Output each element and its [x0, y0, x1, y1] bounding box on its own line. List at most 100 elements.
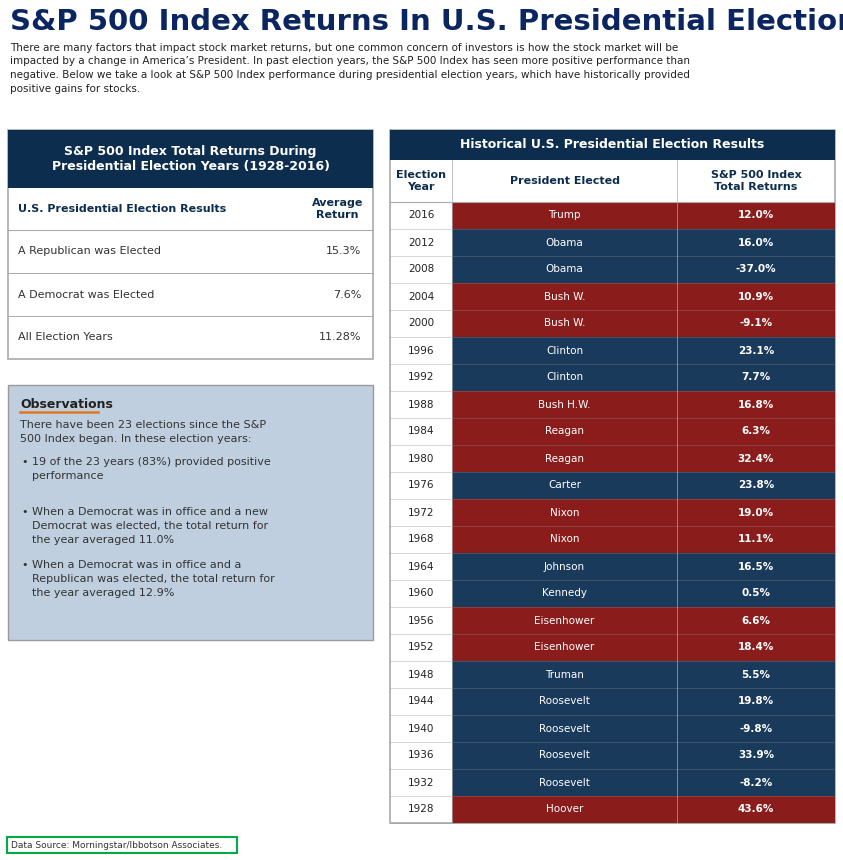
Text: 1940: 1940: [408, 723, 434, 734]
Text: All Election Years: All Election Years: [18, 333, 113, 342]
Text: Reagan: Reagan: [545, 453, 584, 464]
Text: 1956: 1956: [408, 616, 434, 625]
Text: A Republican was Elected: A Republican was Elected: [18, 247, 161, 256]
FancyBboxPatch shape: [8, 130, 373, 188]
Text: 1972: 1972: [408, 507, 434, 518]
FancyBboxPatch shape: [452, 202, 835, 229]
Text: •: •: [21, 507, 28, 517]
Text: Johnson: Johnson: [544, 562, 585, 572]
FancyBboxPatch shape: [452, 553, 835, 580]
Text: 19.0%: 19.0%: [738, 507, 774, 518]
Text: impacted by a change in America’s President. In past election years, the S&P 500: impacted by a change in America’s Presid…: [10, 57, 690, 66]
FancyBboxPatch shape: [452, 661, 835, 688]
FancyBboxPatch shape: [452, 742, 835, 769]
FancyBboxPatch shape: [452, 526, 835, 553]
Text: 1976: 1976: [408, 481, 434, 490]
Text: Kennedy: Kennedy: [542, 588, 587, 599]
FancyBboxPatch shape: [390, 130, 835, 160]
Text: -8.2%: -8.2%: [739, 777, 773, 788]
Text: -9.8%: -9.8%: [739, 723, 772, 734]
FancyBboxPatch shape: [452, 769, 835, 796]
Text: 11.1%: 11.1%: [738, 535, 774, 544]
FancyBboxPatch shape: [452, 418, 835, 445]
Text: -37.0%: -37.0%: [736, 265, 776, 274]
FancyBboxPatch shape: [452, 499, 835, 526]
Text: Roosevelt: Roosevelt: [539, 697, 590, 707]
Text: 23.1%: 23.1%: [738, 346, 774, 355]
Text: Eisenhower: Eisenhower: [534, 616, 594, 625]
FancyBboxPatch shape: [452, 445, 835, 472]
Text: 2000: 2000: [408, 318, 434, 329]
Text: 1944: 1944: [408, 697, 434, 707]
Text: 7.7%: 7.7%: [741, 372, 771, 383]
Text: When a Democrat was in office and a new
Democrat was elected, the total return f: When a Democrat was in office and a new …: [32, 507, 268, 545]
FancyBboxPatch shape: [390, 130, 835, 823]
Text: 1936: 1936: [408, 751, 434, 760]
FancyBboxPatch shape: [452, 364, 835, 391]
Text: -9.1%: -9.1%: [739, 318, 772, 329]
FancyBboxPatch shape: [452, 310, 835, 337]
Text: Roosevelt: Roosevelt: [539, 751, 590, 760]
Text: 2012: 2012: [408, 237, 434, 248]
Text: Carter: Carter: [548, 481, 581, 490]
Text: Average
Return: Average Return: [312, 198, 363, 220]
Text: Observations: Observations: [20, 398, 113, 411]
FancyBboxPatch shape: [452, 256, 835, 283]
Text: Election
Year: Election Year: [396, 170, 446, 192]
FancyBboxPatch shape: [452, 580, 835, 607]
Text: Clinton: Clinton: [546, 346, 583, 355]
FancyBboxPatch shape: [452, 796, 835, 823]
Text: Reagan: Reagan: [545, 427, 584, 437]
Text: There are many factors that impact stock market returns, but one common concern : There are many factors that impact stock…: [10, 43, 679, 53]
Text: 1960: 1960: [408, 588, 434, 599]
Text: 10.9%: 10.9%: [738, 292, 774, 302]
Text: 1952: 1952: [408, 642, 434, 653]
Text: 1996: 1996: [408, 346, 434, 355]
FancyBboxPatch shape: [452, 634, 835, 661]
Text: S&P 500 Index
Total Returns: S&P 500 Index Total Returns: [711, 170, 802, 192]
Text: 16.8%: 16.8%: [738, 400, 774, 409]
Text: 5.5%: 5.5%: [742, 669, 771, 679]
Text: 1948: 1948: [408, 669, 434, 679]
Text: Bush H.W.: Bush H.W.: [538, 400, 591, 409]
FancyBboxPatch shape: [452, 607, 835, 634]
Text: President Elected: President Elected: [509, 176, 620, 186]
Text: 16.0%: 16.0%: [738, 237, 774, 248]
Text: 1932: 1932: [408, 777, 434, 788]
Text: 1988: 1988: [408, 400, 434, 409]
Text: 11.28%: 11.28%: [319, 333, 361, 342]
Text: 2016: 2016: [408, 211, 434, 220]
FancyBboxPatch shape: [452, 283, 835, 310]
Text: positive gains for stocks.: positive gains for stocks.: [10, 83, 140, 94]
Text: Hoover: Hoover: [545, 804, 583, 814]
Text: Historical U.S. Presidential Election Results: Historical U.S. Presidential Election Re…: [460, 138, 765, 151]
FancyBboxPatch shape: [452, 715, 835, 742]
Text: Truman: Truman: [545, 669, 584, 679]
Text: Nixon: Nixon: [550, 535, 579, 544]
Text: 1980: 1980: [408, 453, 434, 464]
Text: •: •: [21, 560, 28, 570]
Text: 43.6%: 43.6%: [738, 804, 774, 814]
Text: 32.4%: 32.4%: [738, 453, 774, 464]
Text: Eisenhower: Eisenhower: [534, 642, 594, 653]
Text: A Democrat was Elected: A Democrat was Elected: [18, 290, 154, 299]
Text: 1964: 1964: [408, 562, 434, 572]
Text: 6.3%: 6.3%: [742, 427, 771, 437]
Text: 19 of the 23 years (83%) provided positive
performance: 19 of the 23 years (83%) provided positi…: [32, 457, 271, 481]
Text: 33.9%: 33.9%: [738, 751, 774, 760]
Text: 19.8%: 19.8%: [738, 697, 774, 707]
Text: 2008: 2008: [408, 265, 434, 274]
FancyBboxPatch shape: [452, 229, 835, 256]
Text: 12.0%: 12.0%: [738, 211, 774, 220]
Text: Trump: Trump: [548, 211, 581, 220]
Text: There have been 23 elections since the S&P
500 Index began. In these election ye: There have been 23 elections since the S…: [20, 420, 266, 444]
FancyBboxPatch shape: [452, 472, 835, 499]
FancyBboxPatch shape: [8, 130, 373, 359]
Text: S&P 500 Index Returns In U.S. Presidential Election Years: S&P 500 Index Returns In U.S. Presidenti…: [10, 8, 843, 36]
FancyBboxPatch shape: [8, 385, 373, 640]
Text: 15.3%: 15.3%: [325, 247, 361, 256]
Text: Clinton: Clinton: [546, 372, 583, 383]
Text: U.S. Presidential Election Results: U.S. Presidential Election Results: [18, 204, 226, 214]
Text: Obama: Obama: [545, 265, 583, 274]
Text: 1968: 1968: [408, 535, 434, 544]
